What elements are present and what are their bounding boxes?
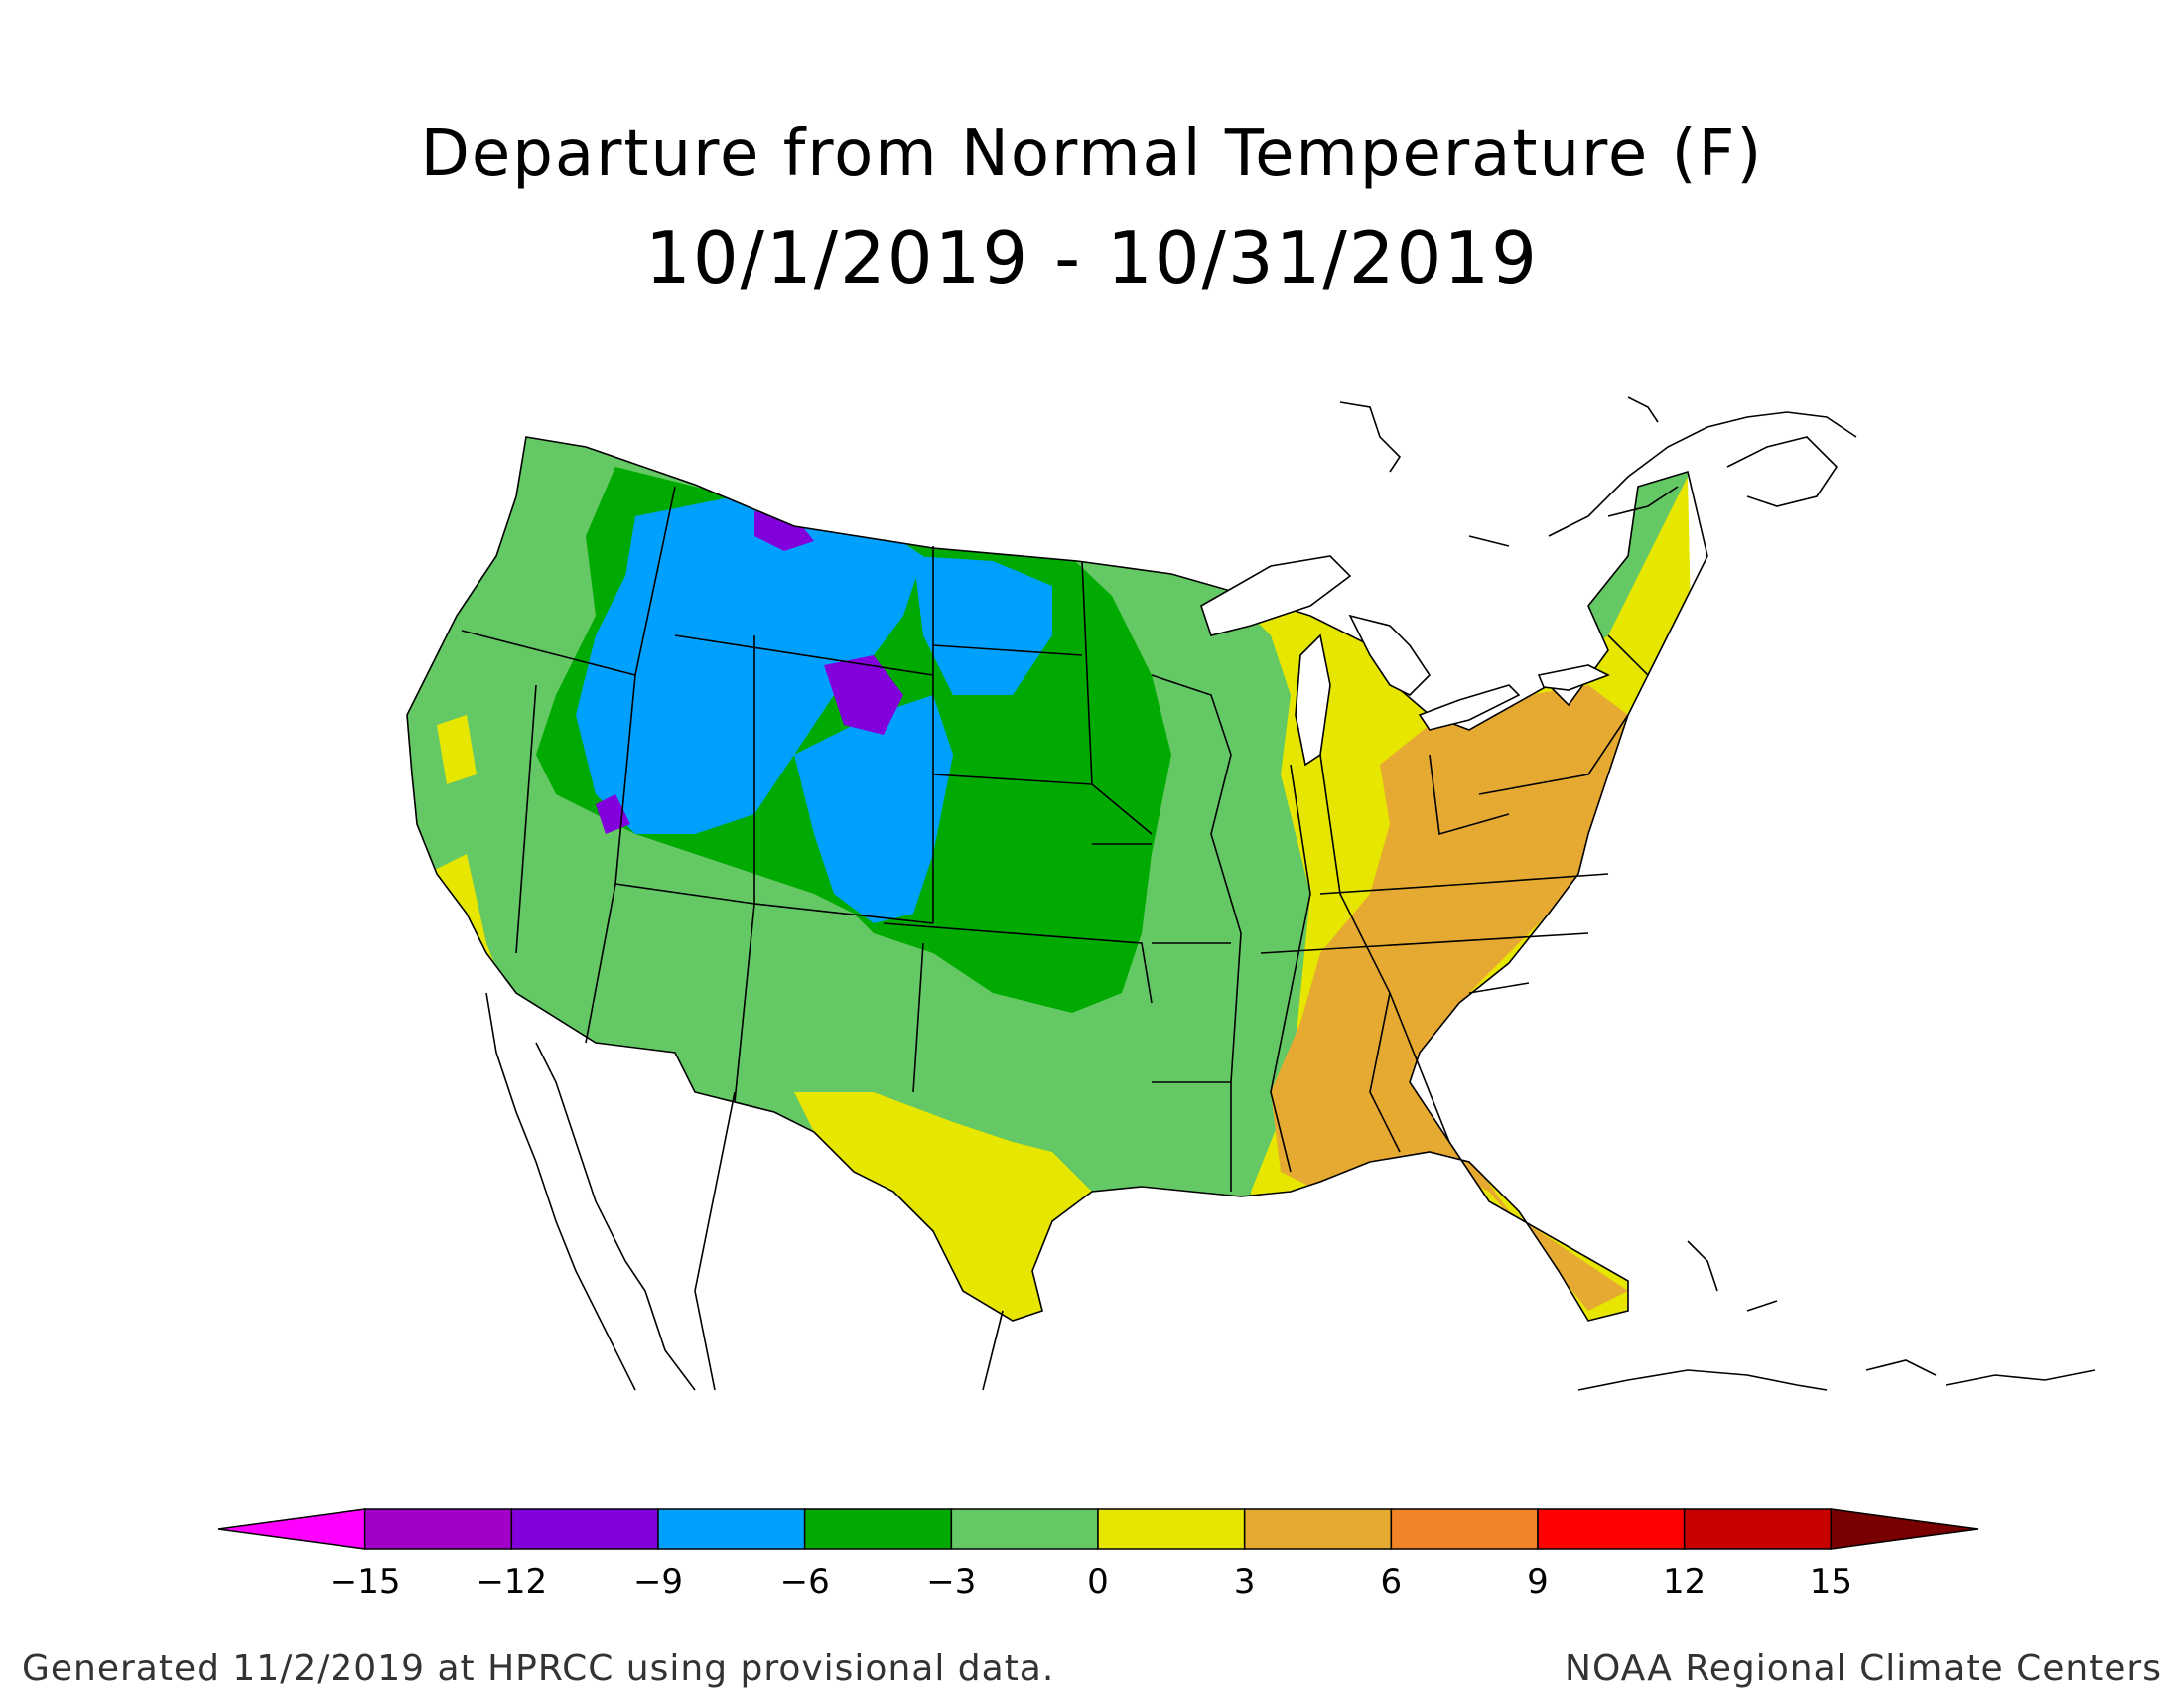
legend-tick-label: 3 xyxy=(1234,1562,1256,1602)
legend-swatch xyxy=(217,1508,366,1550)
legend-swatch xyxy=(1537,1508,1686,1550)
legend-swatch xyxy=(1830,1508,1979,1550)
legend-tick-label: −12 xyxy=(476,1562,547,1602)
map-date-range: 10/1/2019 - 10/31/2019 xyxy=(645,216,1539,300)
legend-swatch xyxy=(1390,1508,1539,1550)
legend-tick-label: 12 xyxy=(1663,1562,1706,1602)
canada-coastline xyxy=(1339,396,1857,547)
temperature-shading xyxy=(407,437,1707,1321)
legend-tick-label: 6 xyxy=(1381,1562,1403,1602)
footer-generated-note: Generated 11/2/2019 at HPRCC using provi… xyxy=(22,1648,1055,1689)
state-boundaries xyxy=(406,436,1708,1322)
legend-swatch xyxy=(363,1508,513,1550)
legend-swatch xyxy=(803,1508,953,1550)
legend-tick-label: −6 xyxy=(780,1562,830,1602)
great-lakes xyxy=(1200,555,1610,767)
legend-swatch xyxy=(510,1508,659,1550)
legend-tick-label: 9 xyxy=(1527,1562,1549,1602)
legend-swatch xyxy=(950,1508,1099,1550)
legend-swatch xyxy=(657,1508,806,1550)
legend-swatch xyxy=(1097,1508,1246,1550)
legend-tick-label: 15 xyxy=(1810,1562,1852,1602)
legend-swatch xyxy=(1683,1508,1833,1550)
legend-swatch xyxy=(1243,1508,1393,1550)
caribbean-islands xyxy=(1577,1240,2096,1391)
map-title: Departure from Normal Temperature (F) xyxy=(420,117,1764,191)
legend-tick-label: 0 xyxy=(1087,1562,1109,1602)
legend-tick-label: −3 xyxy=(926,1562,976,1602)
footer-source: NOAA Regional Climate Centers xyxy=(1565,1648,2162,1689)
legend-tick-label: −15 xyxy=(330,1562,401,1602)
legend-tick-label: −9 xyxy=(633,1562,683,1602)
mexico-coastline xyxy=(485,992,1004,1391)
temperature-departure-map xyxy=(406,396,2096,1391)
